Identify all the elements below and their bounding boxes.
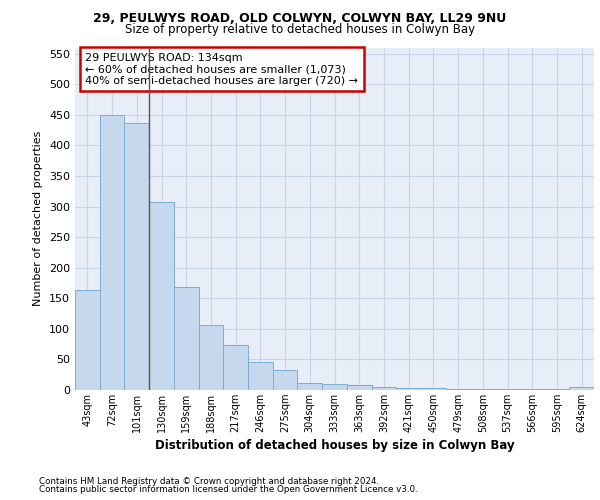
Bar	[100, 115, 124, 390]
Bar	[421, 388, 446, 390]
Bar	[322, 384, 347, 390]
Bar	[124, 122, 149, 390]
Bar	[495, 389, 520, 390]
Y-axis label: Number of detached properties: Number of detached properties	[34, 131, 43, 306]
Bar	[347, 385, 371, 390]
Bar	[298, 384, 322, 390]
Text: Size of property relative to detached houses in Colwyn Bay: Size of property relative to detached ho…	[125, 23, 475, 36]
Text: 29 PEULWYS ROAD: 134sqm
← 60% of detached houses are smaller (1,073)
40% of semi: 29 PEULWYS ROAD: 134sqm ← 60% of detache…	[85, 52, 358, 86]
Bar	[199, 325, 223, 390]
Bar	[174, 287, 199, 390]
Bar	[396, 388, 421, 390]
Text: Contains public sector information licensed under the Open Government Licence v3: Contains public sector information licen…	[39, 485, 418, 494]
Bar	[446, 389, 470, 390]
Text: Contains HM Land Registry data © Crown copyright and database right 2024.: Contains HM Land Registry data © Crown c…	[39, 477, 379, 486]
Bar	[223, 344, 248, 390]
Bar	[248, 362, 273, 390]
Bar	[371, 387, 396, 390]
Bar	[149, 202, 174, 390]
Bar	[470, 389, 495, 390]
X-axis label: Distribution of detached houses by size in Colwyn Bay: Distribution of detached houses by size …	[155, 439, 514, 452]
Bar	[273, 370, 298, 390]
Bar	[569, 387, 594, 390]
Text: 29, PEULWYS ROAD, OLD COLWYN, COLWYN BAY, LL29 9NU: 29, PEULWYS ROAD, OLD COLWYN, COLWYN BAY…	[94, 12, 506, 25]
Bar	[75, 290, 100, 390]
